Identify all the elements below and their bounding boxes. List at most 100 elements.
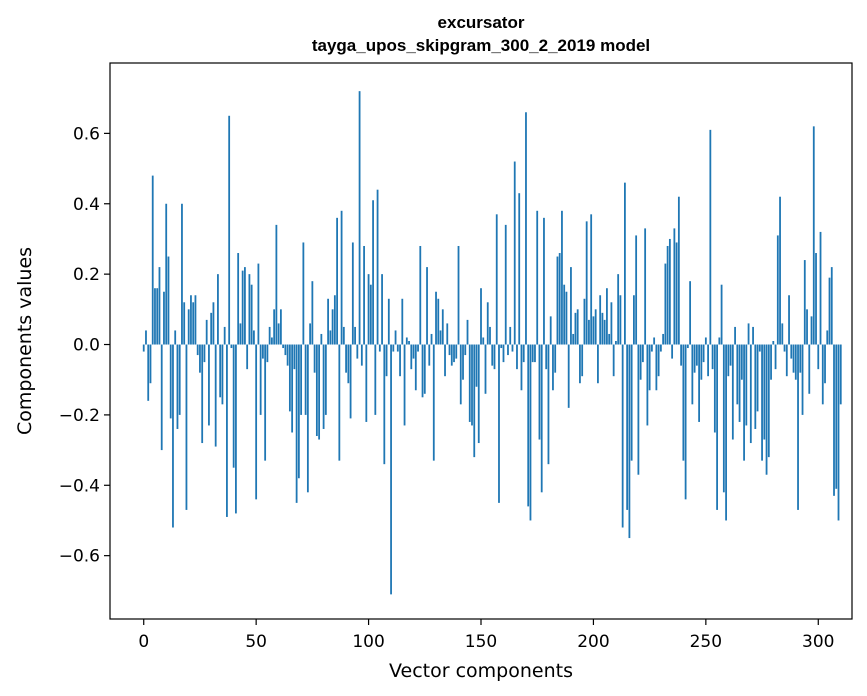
bar-48 (250, 284, 253, 345)
bar-66 (291, 344, 294, 433)
bar-105 (378, 344, 381, 352)
bar-86 (336, 217, 338, 345)
bar-98 (363, 245, 365, 345)
bar-2 (147, 344, 150, 401)
bar-20 (187, 309, 190, 345)
bar-169 (522, 344, 525, 363)
bar-74 (309, 323, 312, 345)
bar-130 (435, 291, 437, 345)
bar-30 (210, 312, 213, 345)
bar-309 (837, 344, 840, 521)
bar-269 (747, 323, 750, 345)
bar-177 (540, 344, 543, 493)
bar-35 (221, 344, 224, 405)
bar-178 (543, 217, 545, 345)
bar-79 (320, 333, 323, 345)
bar-225 (648, 344, 651, 391)
bar-224 (646, 344, 649, 426)
bar-270 (749, 344, 752, 444)
x-tick-label: 200 (577, 632, 609, 652)
bar-151 (482, 337, 485, 345)
y-tick-label: −0.4 (59, 476, 100, 496)
bar-121 (414, 344, 417, 391)
bar-24 (196, 344, 199, 356)
bar-59 (275, 224, 278, 345)
bar-162 (507, 344, 509, 356)
bar-198 (588, 319, 590, 345)
bar-273 (756, 344, 759, 412)
bar-184 (556, 256, 559, 345)
bar-260 (727, 344, 730, 377)
bar-144 (466, 319, 469, 345)
bar-84 (331, 309, 334, 345)
y-axis-label: Components values (14, 247, 36, 435)
bar-236 (673, 228, 676, 345)
bar-4 (151, 175, 154, 345)
bar-53 (261, 344, 264, 359)
bar-247 (698, 344, 701, 422)
bar-170 (525, 112, 527, 345)
bar-238 (677, 196, 680, 345)
bar-114 (399, 344, 401, 377)
bar-193 (576, 309, 579, 345)
bar-166 (516, 344, 518, 370)
bar-10 (165, 203, 168, 345)
bar-160 (502, 344, 505, 363)
bar-148 (475, 344, 478, 387)
bar-140 (457, 245, 460, 345)
bar-203 (599, 295, 602, 345)
bar-58 (273, 309, 276, 345)
bar-164 (511, 344, 514, 352)
bar-19 (185, 344, 188, 510)
bar-106 (381, 274, 383, 345)
bar-275 (761, 344, 763, 461)
bar-274 (758, 344, 761, 352)
bar-60 (277, 323, 280, 345)
bar-118 (408, 341, 410, 345)
bar-252 (709, 129, 712, 345)
bar-208 (610, 302, 613, 345)
bar-251 (707, 344, 709, 377)
bar-308 (835, 344, 838, 489)
bar-157 (495, 214, 498, 345)
bar-283 (779, 196, 781, 345)
bar-77 (315, 344, 318, 437)
bar-55 (266, 344, 269, 363)
bar-230 (659, 344, 662, 352)
bar-51 (257, 263, 260, 345)
bar-212 (619, 295, 622, 345)
bar-174 (534, 344, 536, 363)
bar-303 (824, 344, 826, 384)
x-axis-label: Vector components (389, 660, 573, 682)
bar-294 (803, 260, 806, 345)
bar-278 (767, 344, 770, 458)
bar-282 (776, 235, 779, 345)
bar-237 (675, 242, 678, 345)
chart-title: excursator (438, 13, 525, 32)
bar-262 (731, 344, 734, 440)
bar-293 (801, 344, 804, 415)
bar-11 (167, 256, 170, 345)
bar-295 (806, 309, 808, 345)
bar-117 (405, 337, 408, 345)
bar-197 (585, 221, 588, 345)
bar-14 (174, 330, 177, 345)
bar-242 (686, 344, 689, 349)
bar-215 (626, 344, 629, 510)
bar-128 (430, 333, 433, 345)
bar-240 (682, 344, 685, 461)
bar-137 (450, 344, 453, 366)
bar-306 (830, 267, 833, 345)
bar-289 (792, 344, 795, 373)
bar-13 (172, 344, 174, 528)
bar-201 (594, 309, 597, 345)
x-tick-label: 250 (690, 632, 722, 652)
bar-110 (390, 344, 392, 595)
bar-141 (459, 344, 462, 405)
x-tick-label: 100 (352, 632, 384, 652)
bar-64 (286, 344, 289, 366)
bar-16 (178, 344, 181, 415)
bar-202 (597, 344, 599, 384)
y-tick-label: −0.2 (59, 406, 100, 426)
bar-76 (313, 344, 316, 373)
